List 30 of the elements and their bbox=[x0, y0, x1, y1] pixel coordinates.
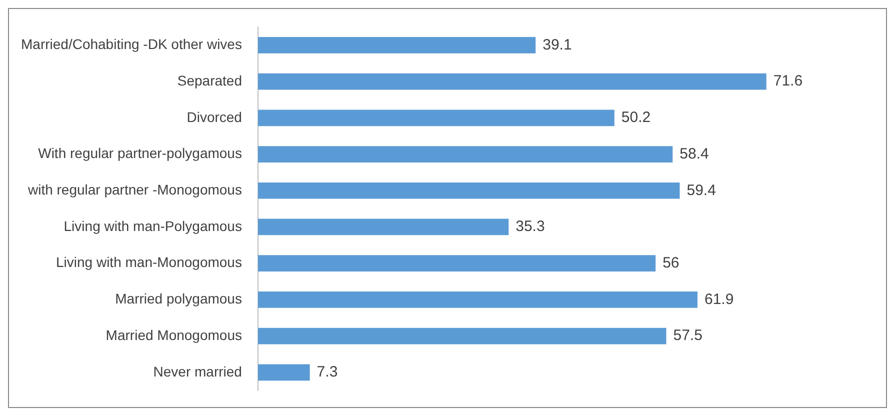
data-label: 58.4 bbox=[680, 145, 709, 162]
y-tick-label: With regular partner-polygamous bbox=[38, 145, 242, 162]
y-tick-label: Married/Cohabiting -DK other wives bbox=[20, 36, 242, 52]
y-tick-label: Never married bbox=[153, 363, 242, 380]
data-label: 61.9 bbox=[704, 290, 734, 308]
bar bbox=[258, 292, 698, 308]
data-label: 50.2 bbox=[621, 109, 651, 126]
bar bbox=[258, 110, 614, 126]
bar bbox=[258, 255, 656, 272]
bar bbox=[258, 73, 766, 90]
y-tick-label: Separated bbox=[177, 72, 242, 88]
y-tick-label: Divorced bbox=[186, 108, 242, 125]
bar bbox=[258, 328, 666, 344]
y-tick-label: Married Monogomous bbox=[106, 326, 242, 343]
y-tick-label: with regular partner -Monogomous bbox=[26, 181, 242, 198]
y-tick-label: Living with man-Monogomous bbox=[56, 254, 242, 270]
bar bbox=[258, 364, 310, 381]
data-label: 57.5 bbox=[673, 327, 702, 344]
bar bbox=[258, 37, 536, 54]
data-label: 59.4 bbox=[686, 182, 716, 199]
data-label: 35.3 bbox=[516, 218, 545, 236]
bar bbox=[258, 182, 680, 199]
bar bbox=[258, 218, 509, 236]
data-label: 39.1 bbox=[542, 36, 572, 54]
data-label: 7.3 bbox=[316, 364, 338, 381]
bar bbox=[258, 146, 673, 162]
y-tick-label: Married polygamous bbox=[115, 290, 242, 307]
y-tick-label: Living with man-Polygamous bbox=[64, 218, 242, 234]
data-label: 71.6 bbox=[773, 72, 803, 90]
data-label: 56 bbox=[662, 254, 680, 272]
